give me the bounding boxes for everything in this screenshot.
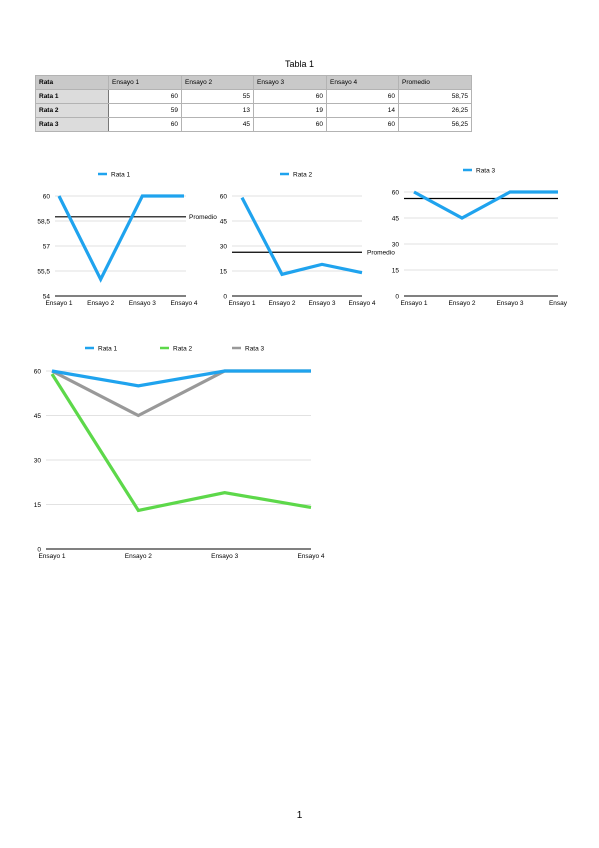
table-title: Tabla 1 <box>284 59 315 69</box>
y-tick-label: 30 <box>34 457 42 464</box>
series-line-rata-1 <box>51 369 311 388</box>
series-line-rata-3 <box>51 369 311 418</box>
table-cell: 58,75 <box>398 89 472 104</box>
legend-label: Rata 2 <box>293 171 313 178</box>
y-tick-label: 0 <box>223 293 227 300</box>
table-cell: 60 <box>253 117 327 132</box>
x-tick-label: Ensayo 1 <box>45 300 72 307</box>
table-cell: 60 <box>326 89 399 104</box>
y-tick-label: 54 <box>43 293 51 300</box>
table-row: Rata 2 59 13 19 14 26,25 <box>35 103 472 118</box>
table-cell: 45 <box>181 117 254 132</box>
table-cell: 26,25 <box>398 103 472 118</box>
table-cell: 14 <box>326 103 399 118</box>
row-label: Rata 2 <box>35 103 109 118</box>
table-row: Rata 3 60 45 60 60 56,25 <box>35 117 472 132</box>
legend-label: Rata 3 <box>245 345 265 352</box>
column-header: Promedio <box>398 75 472 90</box>
y-tick-label: 60 <box>43 193 51 200</box>
x-tick-label: Ensayo 1 <box>400 300 427 307</box>
y-tick-label: 60 <box>392 189 400 196</box>
series-line-rata-1 <box>57 194 184 283</box>
y-tick-label: 0 <box>37 546 41 553</box>
table-cell: 19 <box>253 103 327 118</box>
y-tick-label: 45 <box>220 218 228 225</box>
column-header: Ensayo 2 <box>181 75 254 90</box>
table-cell: 60 <box>326 117 399 132</box>
average-label: Promedio <box>189 214 217 221</box>
column-header: Ensayo 4 <box>326 75 399 90</box>
x-tick-label: Ensayo 1 <box>38 553 65 560</box>
table-cell: 56,25 <box>398 117 472 132</box>
row-label: Rata 3 <box>35 117 109 132</box>
x-tick-label: Ensayo 1 <box>228 300 255 307</box>
x-tick-label: Ensayo 2 <box>87 300 114 307</box>
x-tick-label: Ensayo 3 <box>496 300 523 307</box>
y-tick-label: 0 <box>395 293 399 300</box>
y-tick-label: 15 <box>34 502 42 509</box>
y-tick-label: 30 <box>220 243 228 250</box>
table-cell: 13 <box>181 103 254 118</box>
x-tick-label: Ensayo 3 <box>211 553 238 560</box>
column-header: Ensayo 3 <box>253 75 327 90</box>
series-line-rata-2 <box>240 196 363 277</box>
average-label: Promedio <box>367 250 395 257</box>
x-tick-label: Ensayo 2 <box>268 300 295 307</box>
legend-label: Rata 2 <box>173 345 193 352</box>
table-cell: 59 <box>108 103 182 118</box>
y-tick-label: 57 <box>43 243 51 250</box>
legend-label: Rata 3 <box>476 167 496 174</box>
y-tick-label: 15 <box>220 268 228 275</box>
table-cell: 60 <box>108 89 182 104</box>
series-line-rata-2 <box>50 373 312 513</box>
y-tick-label: 55,5 <box>37 268 50 275</box>
x-tick-label: Ensay <box>549 300 568 307</box>
y-tick-label: 58,5 <box>37 218 50 225</box>
table-header-row: Rata Ensayo 1 Ensayo 2 Ensayo 3 Ensayo 4… <box>35 75 472 90</box>
x-tick-label: Ensayo 3 <box>129 300 156 307</box>
table-cell: 60 <box>253 89 327 104</box>
series-line-rata-3 <box>413 190 558 220</box>
column-header: Rata <box>35 75 109 90</box>
row-label: Rata 1 <box>35 89 109 104</box>
x-tick-label: Ensayo 4 <box>297 553 324 560</box>
y-tick-label: 60 <box>34 368 42 375</box>
x-tick-label: Ensayo 2 <box>448 300 475 307</box>
legend-label: Rata 1 <box>111 171 131 178</box>
y-tick-label: 45 <box>34 413 42 420</box>
table-cell: 55 <box>181 89 254 104</box>
y-tick-label: 45 <box>392 215 400 222</box>
x-tick-label: Ensayo 4 <box>170 300 197 307</box>
x-tick-label: Ensayo 4 <box>348 300 375 307</box>
y-tick-label: 15 <box>392 267 400 274</box>
y-tick-label: 60 <box>220 193 228 200</box>
page-number: 1 <box>296 810 303 821</box>
x-tick-label: Ensayo 2 <box>125 553 152 560</box>
legend-label: Rata 1 <box>98 345 118 352</box>
column-header: Ensayo 1 <box>108 75 182 90</box>
table-cell: 60 <box>108 117 182 132</box>
y-tick-label: 30 <box>392 241 400 248</box>
table-row: Rata 1 60 55 60 60 58,75 <box>35 89 472 104</box>
data-table: Rata Ensayo 1 Ensayo 2 Ensayo 3 Ensayo 4… <box>35 75 472 132</box>
x-tick-label: Ensayo 3 <box>308 300 335 307</box>
